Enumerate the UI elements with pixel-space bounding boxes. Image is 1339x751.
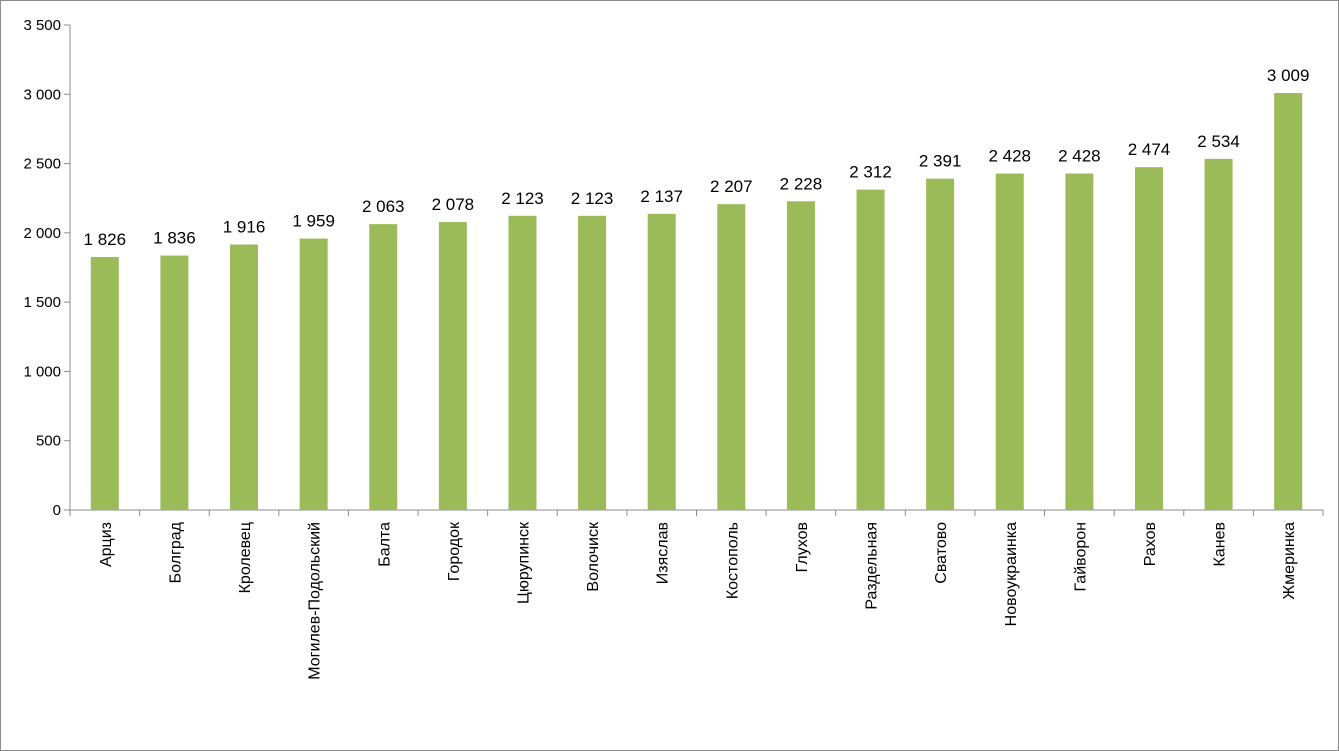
bar-value-label: 2 534: [1197, 132, 1240, 151]
bar-value-label: 2 078: [432, 195, 475, 214]
y-axis: 0 500 1 000 1 500 2 000 2 500 3 000 3 500: [23, 17, 71, 519]
bar-value-label: 2 063: [362, 197, 405, 216]
x-category-label: Рахов: [1142, 522, 1159, 566]
x-category-label: Болград: [167, 521, 184, 583]
x-axis: [69, 509, 1324, 516]
x-category-label: Сватово: [933, 522, 950, 584]
bar: [299, 238, 328, 510]
y-tick-label: 2 500: [23, 156, 61, 173]
bar: [438, 222, 467, 510]
bar-value-label: 2 207: [710, 177, 753, 196]
bar: [578, 215, 607, 510]
bar: [369, 224, 398, 510]
bar-value-label: 3 009: [1267, 66, 1310, 85]
x-category-label: Раздельная: [864, 522, 881, 610]
bar-value-label: 2 123: [501, 189, 544, 208]
y-tick-label: 1 500: [23, 294, 61, 311]
x-category-label: Канев: [1212, 522, 1229, 566]
x-category-label: Новоукраинка: [1003, 522, 1020, 626]
bar: [230, 244, 259, 511]
x-category-label: Волочиск: [585, 521, 602, 592]
x-category-label: Гайворон: [1072, 522, 1089, 591]
bar-value-label: 2 391: [919, 152, 962, 171]
x-category-label: Кролевец: [237, 522, 254, 593]
y-tick-label: 0: [53, 502, 61, 519]
bar-value-label: 1 959: [292, 212, 335, 231]
bar: [90, 256, 119, 510]
x-category-label: Изяслав: [655, 522, 672, 584]
bar: [995, 173, 1024, 510]
x-category-label: Цюрупинск: [515, 521, 532, 604]
bar: [717, 204, 746, 510]
bar: [160, 255, 189, 510]
bar-value-label: 2 123: [571, 189, 614, 208]
bar-value-label: 1 836: [153, 229, 196, 248]
bar-value-label: 2 428: [1058, 147, 1101, 166]
bar: [1134, 167, 1163, 510]
x-category-label: Жмеринка: [1281, 522, 1298, 600]
bar-value-label: 1 916: [223, 217, 266, 236]
y-tick-label: 500: [36, 433, 61, 450]
data-labels: 1 826 1 836 1 916 1 959 2 063 2 078 2 123 2 123…: [84, 66, 1310, 249]
y-tick-label: 2 000: [23, 225, 61, 242]
x-category-label: Арциз: [98, 522, 115, 567]
bar: [856, 189, 885, 510]
bar-value-label: 1 826: [84, 230, 127, 249]
bar-value-label: 2 312: [849, 163, 892, 182]
y-tick-label: 3 000: [23, 86, 61, 103]
bars: [90, 93, 1303, 511]
bar: [1204, 158, 1233, 511]
bar: [1065, 173, 1094, 510]
bar-value-label: 2 228: [780, 174, 823, 193]
bar: [786, 201, 815, 510]
y-tick-label: 1 000: [23, 363, 61, 380]
bar: [647, 213, 676, 510]
bar: [508, 215, 537, 510]
x-category-label: Могилев-Подольский: [307, 522, 324, 680]
category-labels: Арциз Болград Кролевец Могилев-Подольский Ба…: [98, 521, 1298, 680]
bar-value-label: 2 428: [988, 147, 1031, 166]
bar: [1274, 93, 1303, 510]
bar-value-label: 2 474: [1128, 140, 1171, 159]
bar-value-label: 2 137: [640, 187, 683, 206]
x-category-label: Городок: [446, 521, 463, 581]
bar: [926, 178, 955, 510]
y-tick-label: 3 500: [23, 17, 61, 34]
x-category-label: Глухов: [794, 522, 811, 572]
x-category-label: Балта: [376, 522, 393, 567]
x-category-label: Костополь: [724, 522, 741, 599]
